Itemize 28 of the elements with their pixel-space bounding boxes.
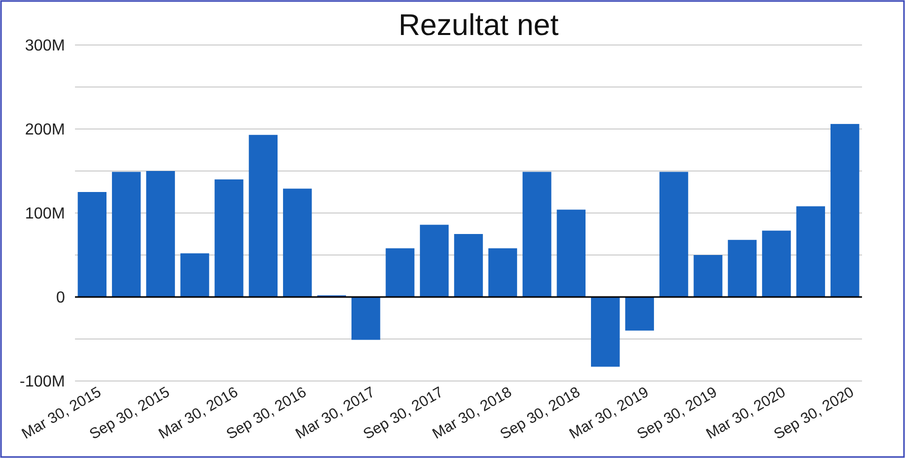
bar [659,172,688,297]
bar [625,297,654,331]
bar [454,234,483,297]
bar [351,297,380,340]
y-tick-label: 300M [24,38,65,55]
bar [762,230,791,297]
bar [112,172,141,297]
y-tick-label: 0 [56,290,66,307]
bar [488,248,518,297]
bar [830,124,860,297]
bar [728,240,757,297]
bar [591,297,620,367]
bar [694,255,722,297]
chart-title: Rezultat net [398,9,560,42]
bar [556,210,586,297]
bar [386,248,414,297]
y-tick-label: 100M [24,206,65,223]
bar [283,188,312,297]
bar [248,134,278,297]
bar [146,171,175,297]
bar [420,224,449,297]
bar [796,206,826,297]
bar [522,172,552,297]
y-tick-label: 200M [24,122,65,139]
bar [180,253,210,297]
bar [214,179,244,297]
bar [78,192,106,297]
y-tick-label: -100M [20,374,65,391]
